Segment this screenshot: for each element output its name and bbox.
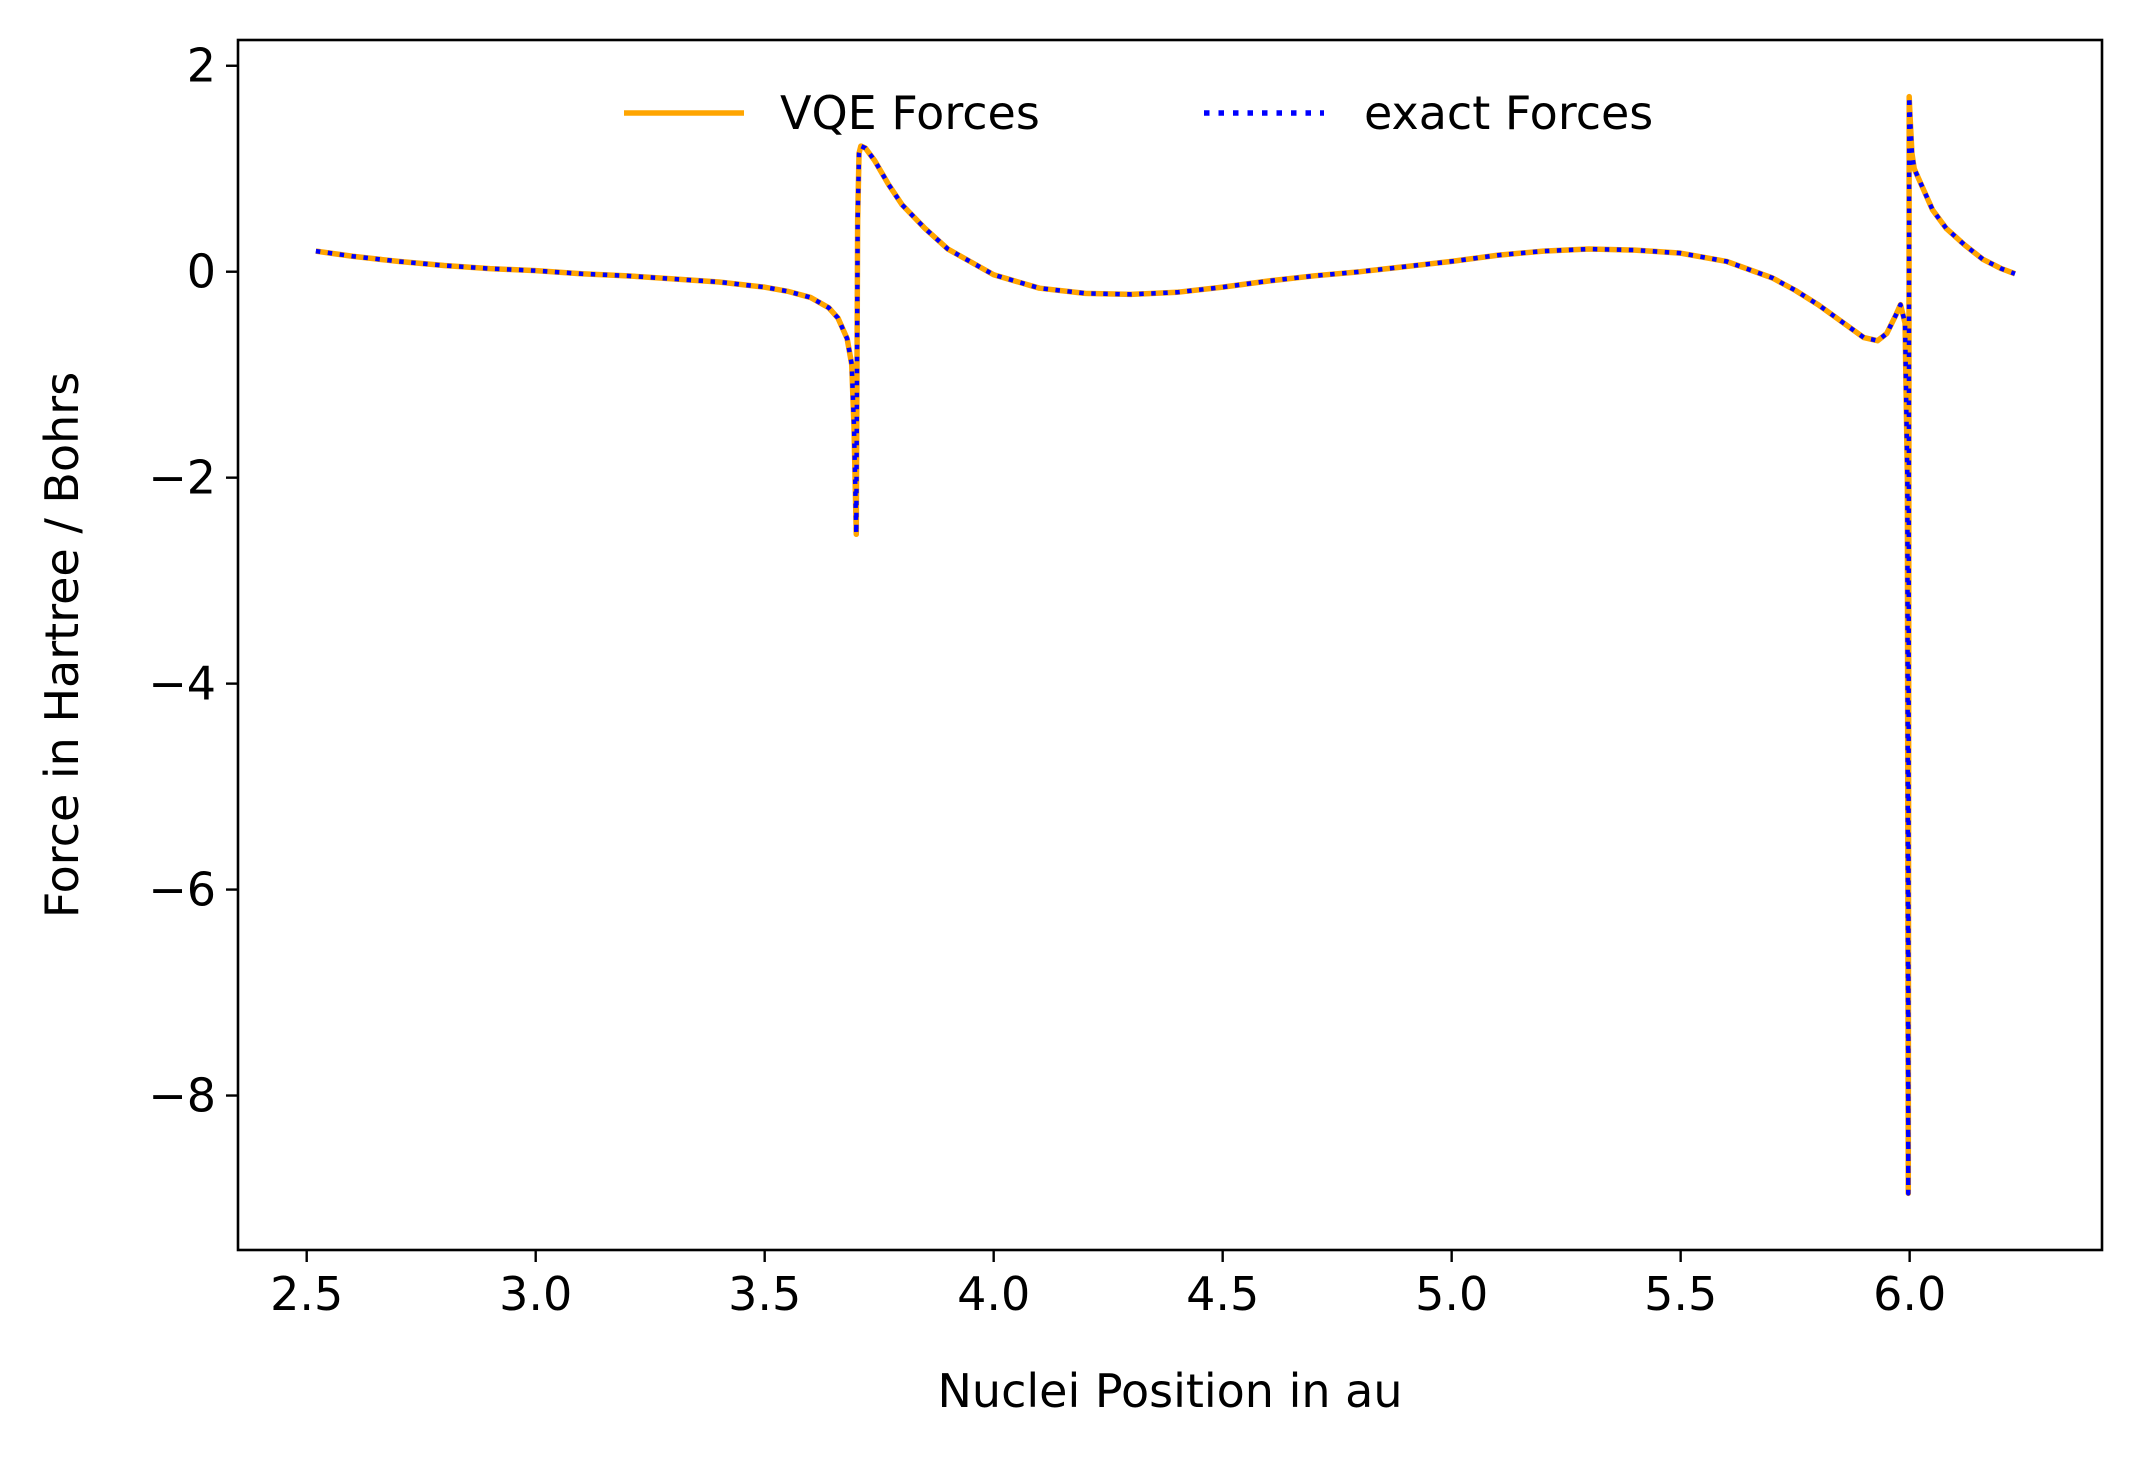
series-line-exact-forces bbox=[315, 94, 2016, 1196]
x-tick-label: 2.5 bbox=[270, 1267, 343, 1321]
legend: VQE Forces exact Forces bbox=[624, 86, 1653, 140]
x-tick-label: 3.0 bbox=[499, 1267, 572, 1321]
x-tick-label: 6.0 bbox=[1873, 1267, 1946, 1321]
y-tick-label: 2 bbox=[187, 39, 216, 93]
y-axis-ticks: 2 0 −2 −4 −6 −8 bbox=[148, 39, 238, 1123]
legend-label-vqe-forces: VQE Forces bbox=[780, 86, 1040, 140]
y-tick-label: −4 bbox=[148, 657, 216, 711]
plot-frame bbox=[236, 38, 2104, 1252]
series-layer bbox=[315, 93, 2016, 1197]
y-axis-label: Force in Hartree / Bohrs bbox=[35, 372, 89, 918]
x-tick-label: 4.0 bbox=[957, 1267, 1030, 1321]
x-tick-label: 4.5 bbox=[1186, 1267, 1259, 1321]
y-tick-label: 0 bbox=[187, 245, 216, 299]
x-axis-label: Nuclei Position in au bbox=[938, 1364, 1403, 1418]
y-tick-label: −6 bbox=[148, 863, 216, 917]
y-tick-label: −8 bbox=[148, 1069, 216, 1123]
legend-label-exact-forces: exact Forces bbox=[1364, 86, 1653, 140]
x-tick-label: 5.0 bbox=[1415, 1267, 1488, 1321]
y-tick-label: −2 bbox=[148, 451, 216, 505]
x-tick-label: 3.5 bbox=[728, 1267, 801, 1321]
x-tick-label: 5.5 bbox=[1644, 1267, 1717, 1321]
x-axis-ticks: 2.5 3.0 3.5 4.0 4.5 5.0 5.5 6.0 bbox=[270, 1250, 1946, 1321]
